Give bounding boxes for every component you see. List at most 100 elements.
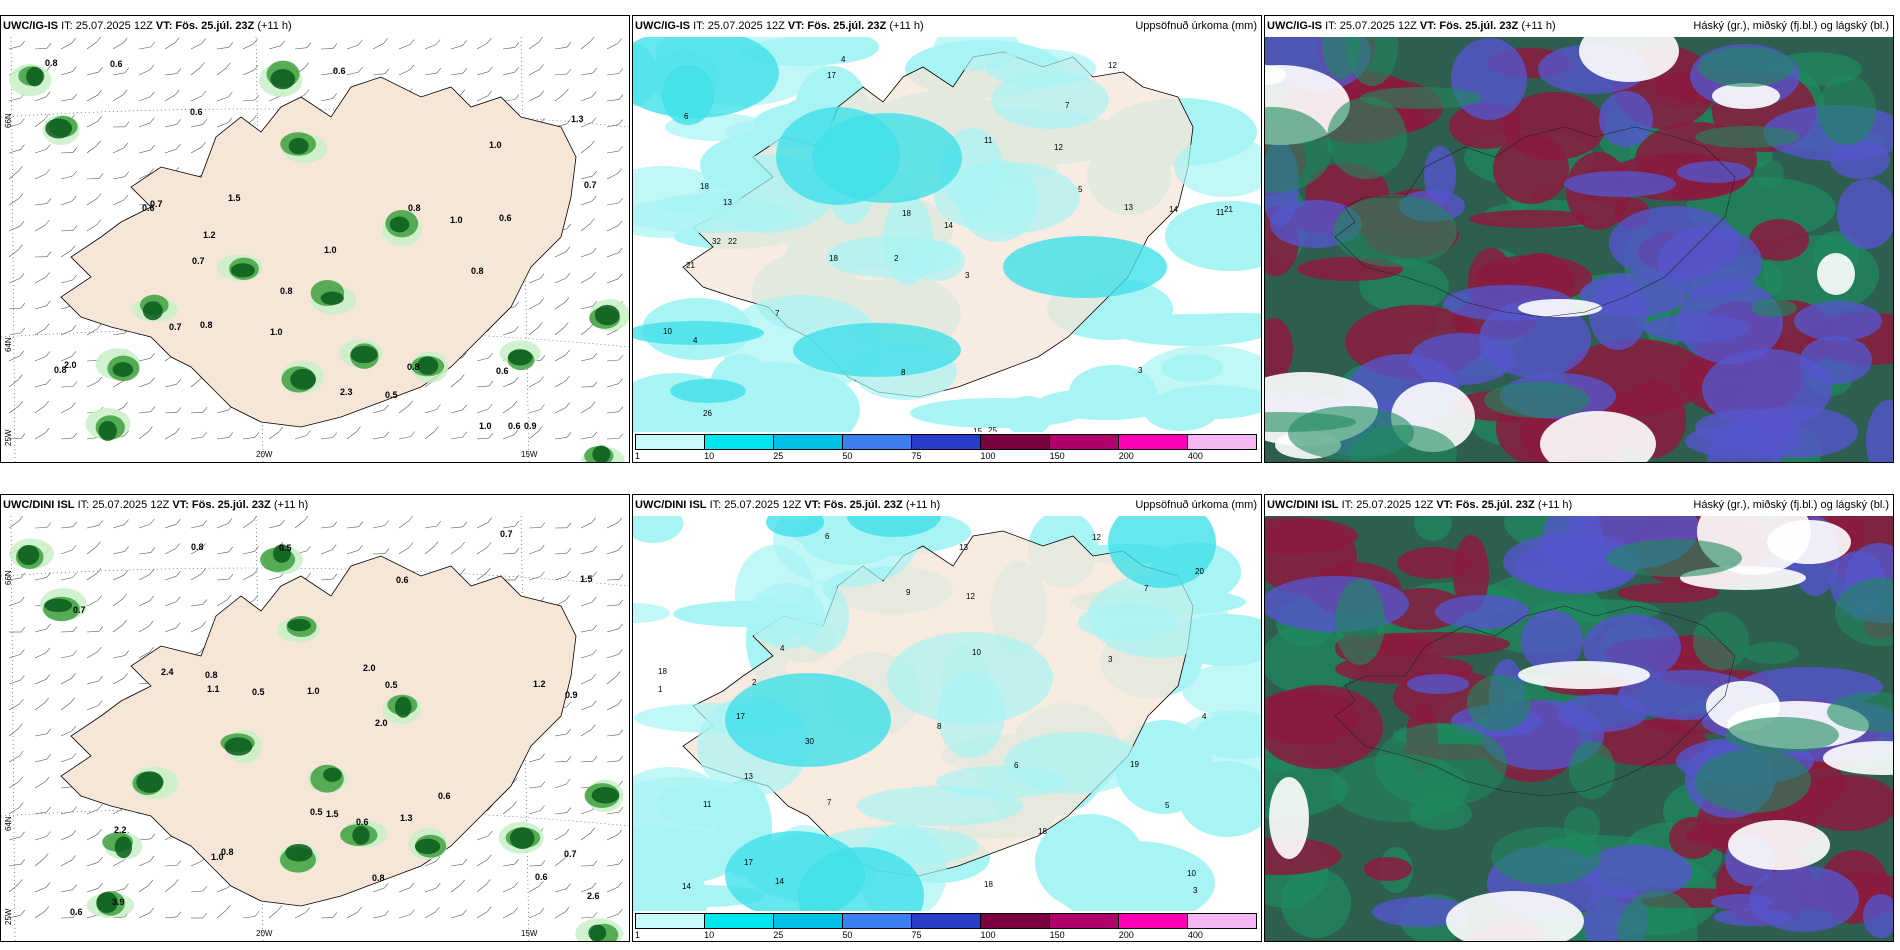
value-label: 0.6 — [70, 907, 83, 917]
value-label: 20 — [1195, 567, 1204, 576]
init-time: IT: 25.07.2025 12Z — [1341, 499, 1434, 511]
legend-tick: 75 — [911, 451, 922, 461]
panel-header: UWC/IG-IS IT: 25.07.2025 12Z VT: Fös. 25… — [1265, 16, 1893, 37]
value-label: 7 — [1065, 101, 1070, 110]
value-label: 11 — [984, 136, 993, 145]
value-label: 1.3 — [400, 813, 413, 823]
legend-tick: 50 — [842, 930, 853, 940]
valid-time: VT: Fös. 25.júl. 23Z — [787, 20, 887, 32]
value-label: 14 — [775, 877, 784, 886]
lat-label-64n: 64N — [4, 816, 13, 831]
value-label: 0.6 — [508, 421, 521, 431]
value-label: 26 — [703, 409, 712, 418]
cloud-fields — [1265, 37, 1893, 462]
legend-tick: 200 — [1118, 451, 1134, 461]
value-label: 18 — [658, 667, 667, 676]
legend-tick: 100 — [980, 451, 996, 461]
precip-green — [9, 538, 624, 941]
model-name: UWC/DINI ISL — [3, 499, 75, 511]
value-label: 6 — [1014, 761, 1019, 770]
legend-tick: 400 — [1187, 451, 1203, 461]
value-label: 14 — [682, 882, 691, 891]
value-label: 0.7 — [150, 199, 163, 209]
model-name: UWC/IG-IS — [1267, 20, 1322, 32]
value-label: 32 — [712, 237, 721, 246]
value-label: 0.8 — [191, 542, 204, 552]
value-label: 12 — [1092, 533, 1101, 542]
legend-swatch — [774, 914, 843, 928]
field-title: Háský (gr.), miðský (fj.bl.) og lágský (… — [1693, 499, 1889, 511]
value-label: 2.4 — [161, 667, 174, 677]
legend-swatch — [1188, 914, 1256, 928]
legend-tick: 25 — [773, 451, 784, 461]
value-label: 0.7 — [73, 605, 86, 615]
field-title: Uppsöfnuð úrkoma (mm) — [1135, 499, 1257, 511]
value-label: 0.6 — [142, 203, 155, 213]
value-label: 0.8 — [54, 365, 67, 375]
value-label: 8 — [901, 368, 906, 377]
field-title: Uppsöfnuð úrkoma (mm) — [1135, 20, 1257, 32]
legend-swatch — [1119, 914, 1188, 928]
legend-tick: 10 — [704, 451, 715, 461]
field-title: Háský (gr.), miðský (fj.bl.) og lágský (… — [1693, 20, 1889, 32]
valid-time: VT: Fös. 25.júl. 23Z — [155, 20, 255, 32]
value-label: 0.9 — [565, 690, 578, 700]
value-label: 10 — [1187, 869, 1196, 878]
value-label: 3 — [1108, 655, 1113, 664]
value-label: 0.8 — [200, 320, 213, 330]
value-label: 7 — [775, 309, 780, 318]
value-label: 2 — [894, 254, 899, 263]
value-label: 7 — [1144, 584, 1149, 593]
model-name: UWC/IG-IS — [3, 20, 58, 32]
value-label: 3 — [1138, 366, 1143, 375]
legend-tick: 50 — [842, 451, 853, 461]
legend-colorbar — [635, 913, 1257, 929]
value-label: 0.6 — [356, 817, 369, 827]
value-label: 13 — [1124, 203, 1133, 212]
value-label: 1.5 — [580, 574, 593, 584]
panel-header: UWC/DINI ISL IT: 25.07.2025 12Z VT: Fös.… — [1, 495, 629, 516]
valid-time: VT: Fös. 25.júl. 23Z — [172, 499, 271, 511]
iceland-land — [60, 76, 577, 428]
value-label: 0.6 — [496, 366, 509, 376]
value-label: 25 — [988, 426, 997, 435]
precip-map: 5741937118301869101217131012141818201431… — [633, 516, 1261, 941]
value-label: 0.5 — [279, 543, 292, 553]
value-label: 4 — [780, 644, 785, 653]
value-label: 1.2 — [533, 679, 546, 689]
value-label: 18 — [1038, 827, 1047, 836]
value-label: 0.6 — [396, 575, 409, 585]
value-label: 18 — [984, 880, 993, 889]
value-label: 30 — [805, 737, 814, 746]
value-label: 0.6 — [333, 66, 346, 76]
value-label: 0.7 — [584, 180, 597, 190]
legend-swatch — [636, 435, 705, 449]
value-label: 17 — [827, 71, 836, 80]
iceland-outline — [1334, 126, 1736, 318]
value-label: 1.0 — [324, 245, 337, 255]
value-label: 1.0 — [450, 215, 463, 225]
precip-values: 5741937118301869101217131012141818201431… — [658, 532, 1207, 895]
panel-precip-igis: UWC/IG-IS IT: 25.07.2025 12Z VT: Fös. 25… — [632, 15, 1262, 463]
value-label: 1.2 — [203, 230, 216, 240]
precip-values: 0.60.70.82.40.60.52.01.00.51.52.00.91.10… — [70, 529, 600, 917]
legend-ticks: 1 10 25 50 75 100 150 200 400 — [633, 930, 1261, 941]
model-name: UWC/IG-IS — [635, 20, 690, 32]
legend-ticks: 1 10 25 50 75 100 150 200 400 — [633, 451, 1261, 462]
lat-label-64n: 64N — [4, 337, 13, 352]
value-label: 18 — [829, 254, 838, 263]
value-label: 0.5 — [385, 390, 398, 400]
value-label: 12 — [1054, 143, 1063, 152]
legend-swatch — [1119, 435, 1188, 449]
valid-time: VT: Fös. 25.júl. 23Z — [1436, 499, 1535, 511]
legend-swatch — [705, 914, 774, 928]
value-label: 2.3 — [340, 387, 353, 397]
valid-time: VT: Fös. 25.júl. 23Z — [1419, 20, 1519, 32]
legend-swatch — [1188, 435, 1256, 449]
value-label: 11 — [703, 800, 712, 809]
init-time: IT: 25.07.2025 12Z — [61, 20, 153, 32]
value-label: 3 — [965, 271, 970, 280]
value-label: 11 — [1216, 208, 1225, 217]
legend-swatch — [981, 435, 1050, 449]
legend-swatch — [1050, 435, 1119, 449]
